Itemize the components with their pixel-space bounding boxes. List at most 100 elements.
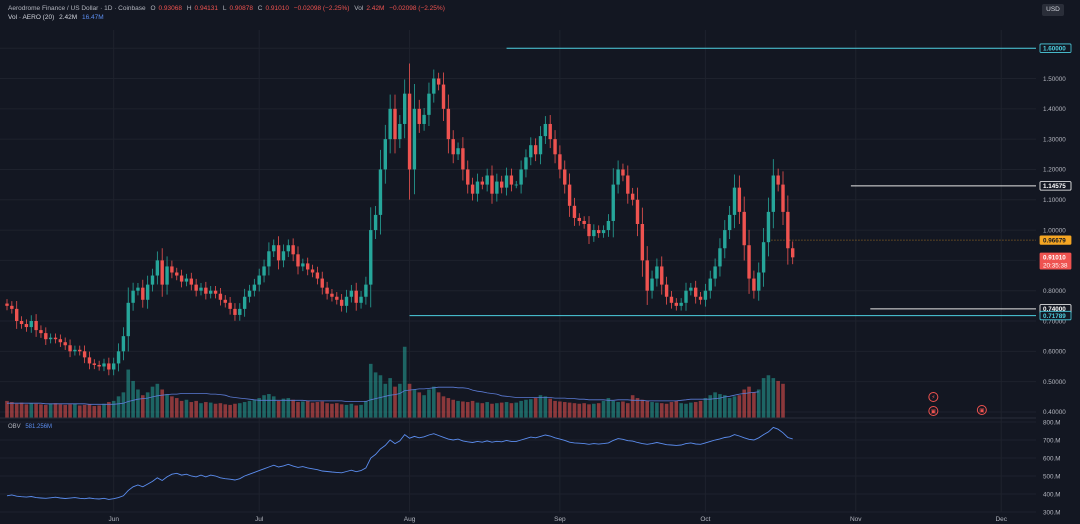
- volume-bar: [107, 402, 111, 418]
- candle: [417, 99, 421, 133]
- candle: [548, 115, 552, 149]
- candle-body: [446, 108, 451, 140]
- candle: [727, 205, 732, 240]
- candle: [761, 227, 766, 287]
- volume-bar: [165, 394, 169, 418]
- candle-body: [451, 139, 455, 155]
- candle: [791, 241, 795, 265]
- candle-body: [611, 184, 615, 221]
- volume-bar: [121, 392, 126, 418]
- candle: [301, 258, 305, 272]
- candle: [373, 205, 378, 240]
- candle: [718, 238, 722, 277]
- candle: [44, 327, 48, 345]
- volume-bar: [378, 375, 383, 418]
- candle-body: [737, 187, 742, 212]
- candle: [97, 360, 101, 371]
- candle-body: [650, 278, 654, 291]
- volume-bar: [402, 346, 407, 418]
- volume-bar: [465, 402, 470, 418]
- volume-indicator-legend[interactable]: Vol · AERO (20) 2.42M 16.47M: [8, 14, 104, 21]
- volume-bar: [664, 403, 669, 418]
- candle: [296, 246, 300, 275]
- candle: [209, 285, 213, 299]
- volume-bar: [160, 389, 164, 418]
- volume-bar: [155, 383, 160, 418]
- candle-body: [548, 123, 552, 140]
- event-marker-icon: [928, 406, 939, 416]
- candle-body: [723, 230, 727, 249]
- candle-body: [126, 302, 130, 337]
- volume-bar: [267, 394, 271, 418]
- candle: [233, 303, 237, 321]
- event-marker-icon: [976, 405, 987, 415]
- time-tick-label: Nov: [850, 516, 862, 523]
- volume-bar: [170, 396, 174, 418]
- candle: [558, 145, 562, 179]
- volume-bar: [44, 404, 48, 418]
- candle-body: [354, 290, 358, 303]
- candle: [640, 207, 645, 277]
- candle: [427, 82, 431, 126]
- volume-bar: [174, 398, 179, 418]
- volume-bar: [611, 400, 616, 418]
- volume-bar: [689, 402, 693, 418]
- candle-body: [698, 296, 703, 300]
- event-markers: ⚡ ▣ ▣: [928, 392, 987, 416]
- candle: [708, 270, 712, 299]
- candle-body: [262, 266, 266, 276]
- candle-body: [475, 181, 480, 194]
- candle-body: [587, 224, 591, 237]
- volume-bar: [756, 389, 761, 418]
- currency-button[interactable]: USD: [1042, 4, 1064, 16]
- candle-body: [373, 214, 378, 231]
- candle-body: [53, 337, 58, 340]
- candle: [664, 276, 669, 305]
- price-label: 1.14575: [1039, 181, 1072, 191]
- candle: [514, 180, 518, 189]
- obv-indicator-legend[interactable]: OBV 581.256M: [8, 424, 53, 430]
- candle: [655, 258, 659, 287]
- volume-bar: [373, 372, 378, 418]
- candle: [519, 160, 523, 194]
- obv-tick-label: 300.M: [1043, 509, 1061, 516]
- candle-body: [107, 363, 111, 370]
- volume-bar: [727, 398, 732, 418]
- candle-body: [359, 296, 363, 303]
- volume-bar: [388, 378, 392, 418]
- volume-bar: [218, 403, 223, 418]
- volume-bar: [320, 401, 325, 418]
- volume-bar: [281, 398, 286, 418]
- symbol-title[interactable]: Aerodrome Finance / US Dollar · 1D · Coi…: [8, 5, 146, 12]
- price-label-text: 0.74000: [1043, 306, 1066, 313]
- candle-body: [621, 169, 625, 176]
- price-label-box: [1039, 235, 1072, 245]
- candle-body: [441, 84, 446, 109]
- volume-bar: [87, 404, 92, 418]
- candle-body: [388, 108, 392, 140]
- volume-bar: [480, 403, 485, 418]
- candle-body: [500, 181, 504, 188]
- candle: [349, 284, 354, 303]
- candle: [461, 137, 465, 181]
- price-tick-label: 1.30000: [1043, 136, 1066, 143]
- candle: [500, 175, 504, 194]
- candle: [82, 345, 87, 364]
- volume-bar: [698, 400, 703, 418]
- volume-bar: [102, 403, 106, 418]
- volume-bar: [669, 402, 674, 418]
- candle-body: [635, 199, 640, 224]
- candle: [446, 94, 451, 154]
- candle: [194, 278, 198, 297]
- volume-bar: [718, 394, 722, 418]
- volume-bar: [659, 403, 664, 418]
- volume-bar: [179, 400, 184, 418]
- candle-body: [291, 245, 295, 255]
- volume-bar: [548, 398, 552, 418]
- candle: [757, 262, 761, 301]
- candle-body: [524, 157, 528, 170]
- candle: [456, 142, 460, 161]
- price-tick-label: 0.70000: [1043, 318, 1066, 325]
- candle-body: [301, 263, 305, 267]
